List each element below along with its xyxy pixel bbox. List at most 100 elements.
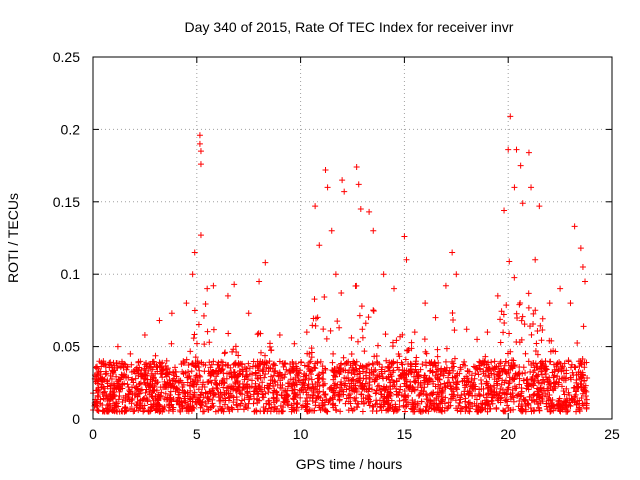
data-point xyxy=(252,384,259,391)
data-point xyxy=(168,310,175,317)
data-point xyxy=(495,374,502,381)
data-point xyxy=(104,401,111,408)
data-point xyxy=(476,358,483,365)
data-point xyxy=(497,385,504,392)
data-point xyxy=(385,364,392,371)
data-point xyxy=(518,336,525,343)
data-point xyxy=(316,242,323,249)
data-point xyxy=(407,378,414,385)
data-point xyxy=(449,249,456,256)
data-point xyxy=(129,395,136,402)
data-point xyxy=(310,407,317,414)
data-point xyxy=(452,375,459,382)
data-point xyxy=(573,377,580,384)
data-point xyxy=(403,256,410,263)
data-point xyxy=(339,177,346,184)
data-point xyxy=(498,394,505,401)
data-point xyxy=(451,327,458,334)
data-point xyxy=(146,363,153,370)
data-point xyxy=(510,398,517,405)
data-point xyxy=(525,290,532,297)
data-point xyxy=(348,377,355,384)
data-point xyxy=(547,407,554,414)
data-point xyxy=(520,377,527,384)
data-point xyxy=(191,307,198,314)
data-point xyxy=(138,366,145,373)
data-point xyxy=(435,393,442,400)
data-point xyxy=(536,203,543,210)
data-point xyxy=(268,347,275,354)
data-point xyxy=(519,313,526,320)
data-point xyxy=(308,376,315,383)
data-point xyxy=(528,331,535,338)
data-point xyxy=(319,405,326,412)
data-point xyxy=(396,397,403,404)
data-point xyxy=(218,366,225,373)
data-point xyxy=(378,370,385,377)
data-point xyxy=(354,404,361,411)
data-point xyxy=(359,334,366,341)
data-point xyxy=(166,401,173,408)
data-point xyxy=(350,360,357,367)
data-point xyxy=(498,308,505,315)
data-point xyxy=(393,337,400,344)
data-point xyxy=(327,327,334,334)
data-point xyxy=(122,361,129,368)
data-point xyxy=(541,379,548,386)
data-point xyxy=(405,401,412,408)
data-point xyxy=(144,380,151,387)
data-point xyxy=(479,360,486,367)
data-point xyxy=(500,311,507,318)
data-point xyxy=(573,401,580,408)
data-point xyxy=(538,358,545,365)
data-point xyxy=(119,399,126,406)
data-point xyxy=(461,377,468,384)
data-point xyxy=(407,382,414,389)
data-point xyxy=(573,388,580,395)
data-point xyxy=(337,368,344,375)
data-point xyxy=(396,375,403,382)
data-point xyxy=(116,408,123,415)
data-point xyxy=(428,390,435,397)
data-point xyxy=(358,391,365,398)
data-point xyxy=(312,380,319,387)
data-point xyxy=(200,394,207,401)
plot-frame xyxy=(92,56,613,420)
data-point xyxy=(219,377,226,384)
data-point xyxy=(245,310,252,317)
data-point xyxy=(532,347,539,354)
data-point xyxy=(504,402,511,409)
data-point xyxy=(454,381,461,388)
data-point xyxy=(517,162,524,169)
data-point xyxy=(137,380,144,387)
y-tick-label: 0.2 xyxy=(61,121,81,137)
data-point xyxy=(500,329,507,336)
data-point xyxy=(309,322,316,329)
data-point xyxy=(393,406,400,413)
data-point xyxy=(452,397,459,404)
data-point xyxy=(276,332,283,339)
data-point xyxy=(253,385,260,392)
x-axis-label: GPS time / hours xyxy=(296,456,403,472)
data-point xyxy=(191,391,198,398)
data-point xyxy=(373,408,380,415)
data-point xyxy=(297,394,304,401)
data-point xyxy=(522,403,529,410)
data-point xyxy=(534,351,541,358)
data-point xyxy=(563,367,570,374)
data-point xyxy=(526,393,533,400)
data-point xyxy=(525,358,532,365)
data-point xyxy=(501,207,508,214)
data-point xyxy=(223,390,230,397)
data-point xyxy=(188,368,195,375)
data-point xyxy=(336,324,343,331)
data-point xyxy=(304,408,311,415)
data-point xyxy=(331,367,338,374)
data-point xyxy=(538,371,545,378)
data-point xyxy=(95,393,102,400)
data-point xyxy=(297,367,304,374)
data-point xyxy=(110,369,117,376)
data-point xyxy=(152,393,159,400)
data-point xyxy=(127,350,134,357)
data-point xyxy=(513,338,520,345)
